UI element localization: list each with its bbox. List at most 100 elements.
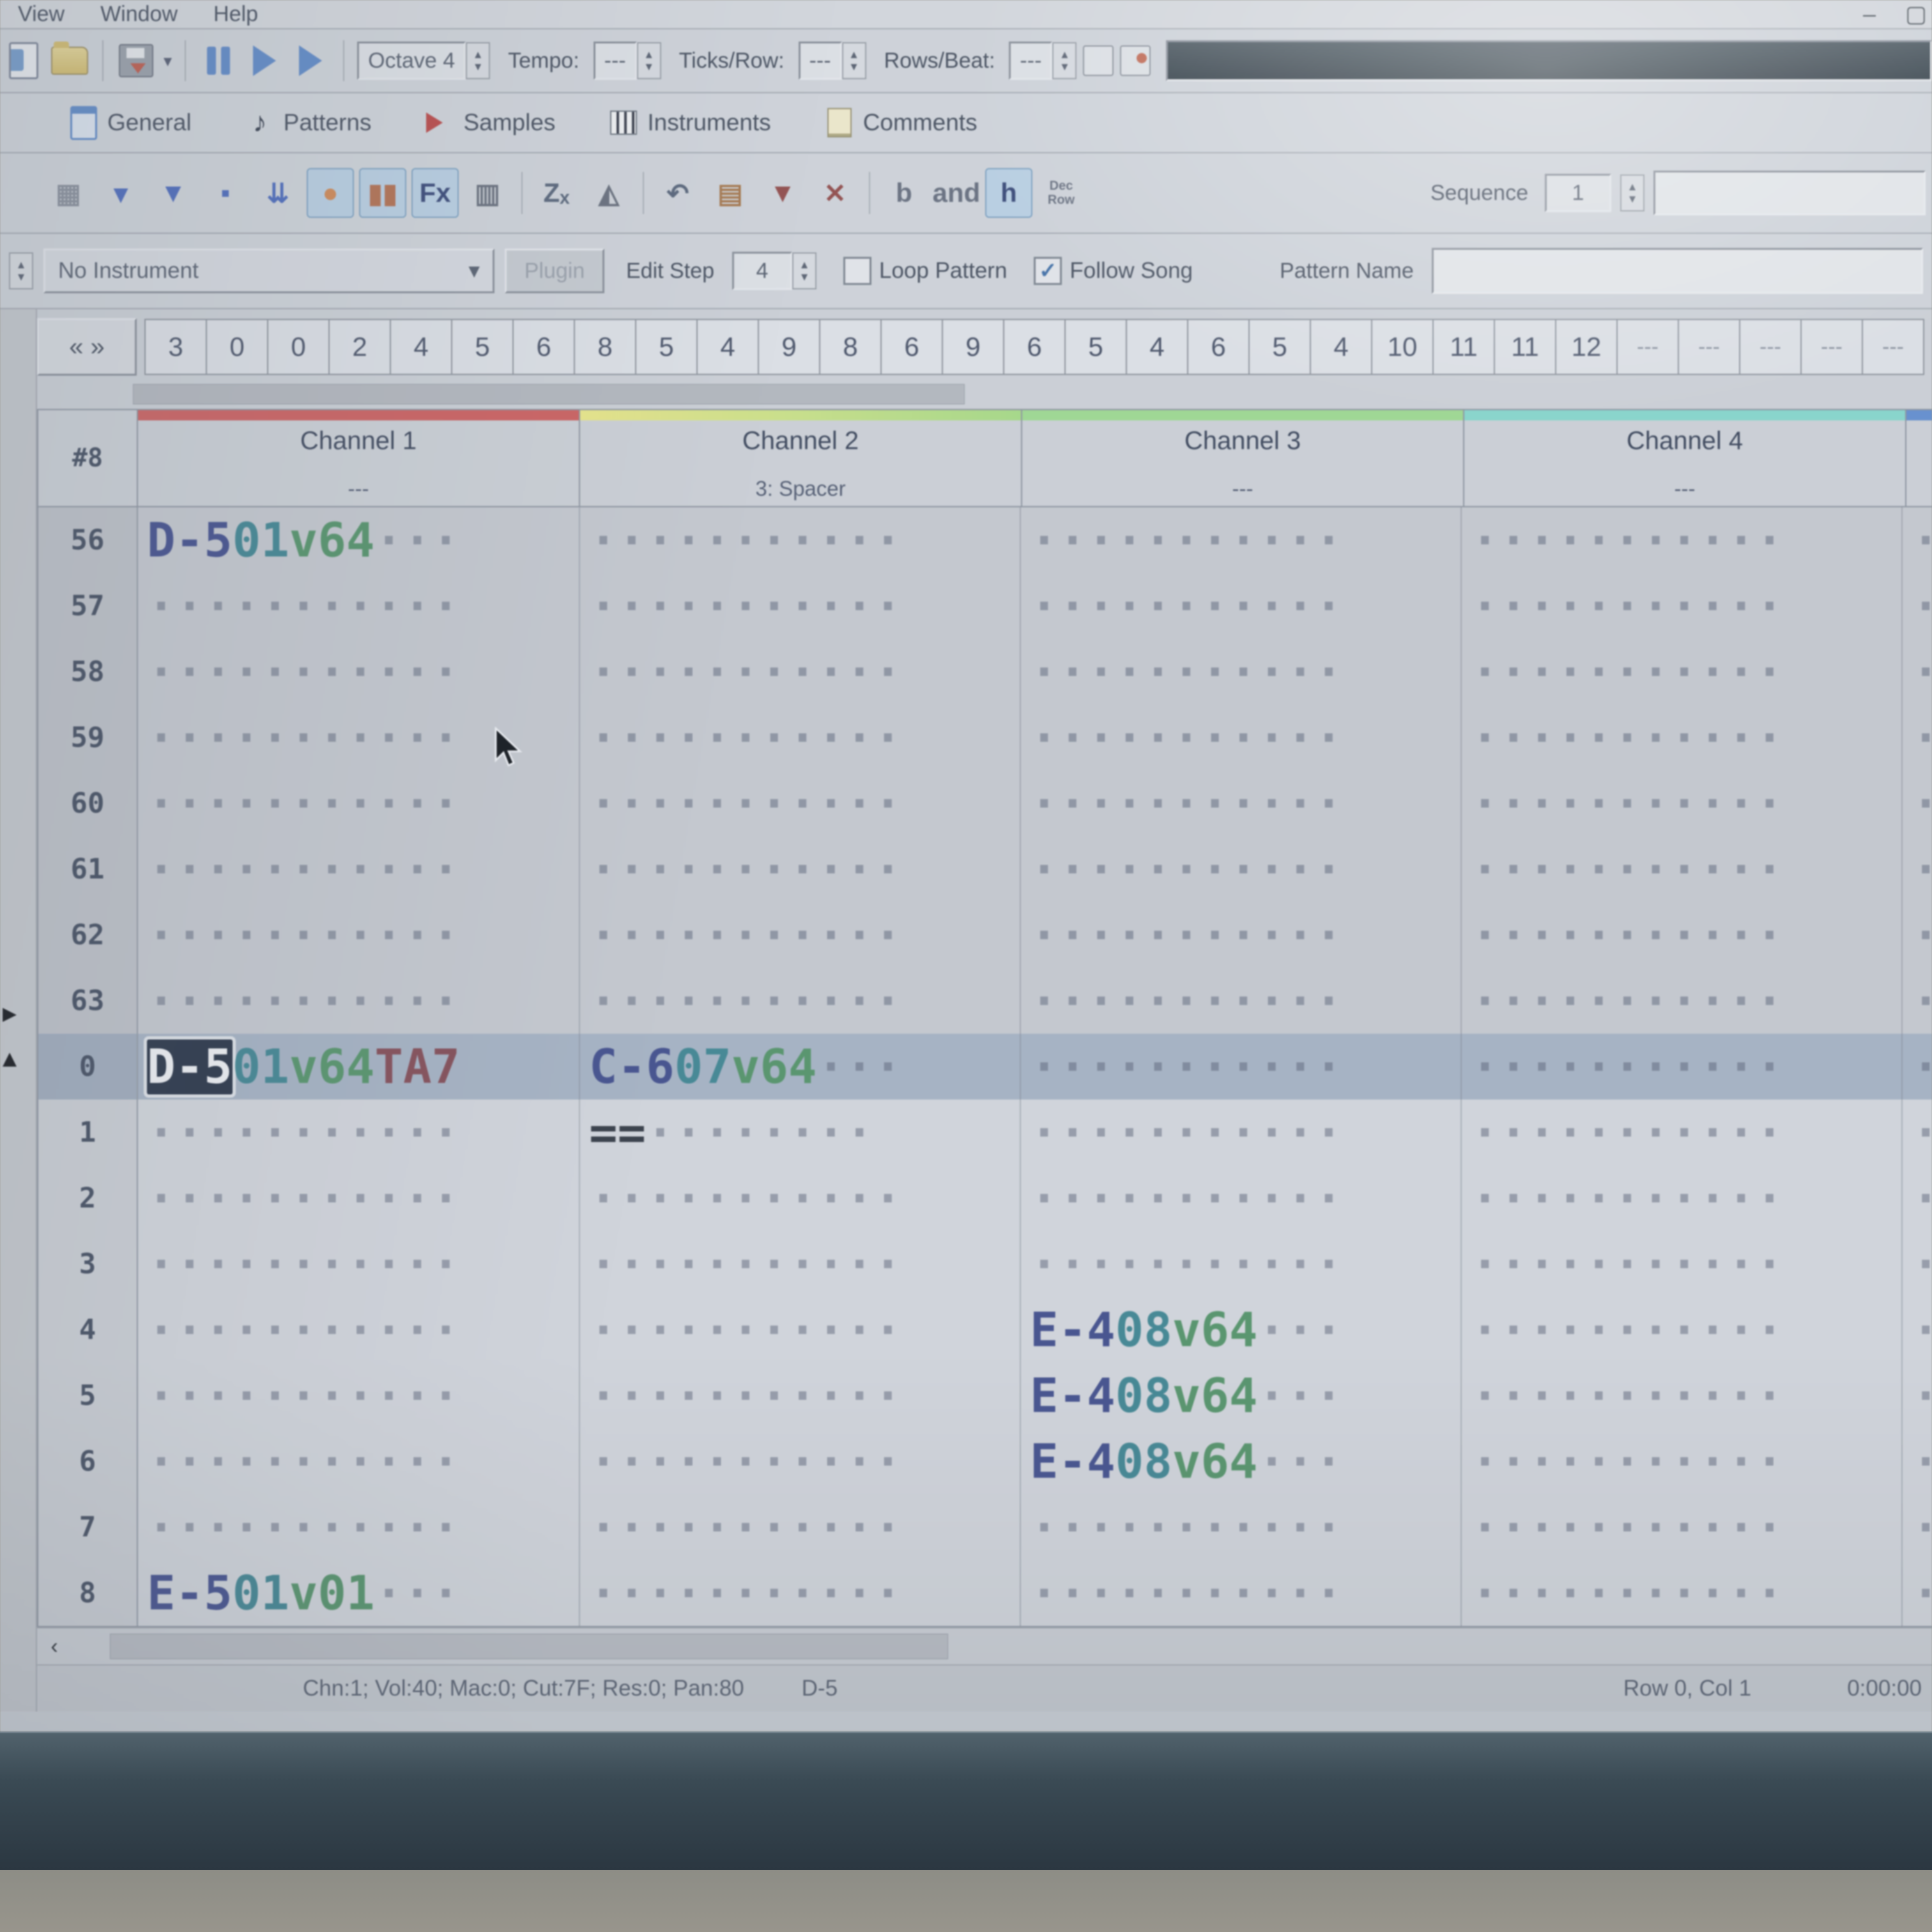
pattern-cell[interactable]: ··· ·· ··· ··· <box>147 1170 461 1226</box>
pattern-cell[interactable]: ··· ·· ··· ··· <box>1901 1560 1932 1626</box>
order-cell[interactable]: 4 <box>1127 319 1188 375</box>
order-cell[interactable]: 6 <box>514 319 575 375</box>
metronome-icon[interactable]: ◭ <box>598 178 620 208</box>
pattern-cell[interactable]: ··· ·· ··· ··· <box>1020 1560 1460 1626</box>
order-cell[interactable]: 5 <box>452 319 514 375</box>
pattern-cell[interactable]: ··· ·· ··· ··· <box>1020 1494 1460 1560</box>
channel-header[interactable] <box>1905 410 1932 506</box>
order-cell[interactable]: 11 <box>1434 319 1495 375</box>
tempo-value[interactable]: --- <box>593 42 637 80</box>
pattern-cell[interactable]: ··· ·· ··· ··· <box>1020 705 1460 770</box>
pattern-cell[interactable]: ··· ·· ··· ··· <box>1460 573 1901 639</box>
pattern-cell[interactable]: ··· ·· ··· ··· <box>147 1236 461 1292</box>
order-cell[interactable]: 11 <box>1495 319 1556 375</box>
order-cell[interactable]: 10 <box>1372 319 1434 375</box>
order-cell[interactable]: 5 <box>1066 319 1127 375</box>
shrink-pattern-icon[interactable]: ✕ <box>824 178 847 208</box>
tab-patterns[interactable]: ♪ Patterns <box>227 98 391 147</box>
order-nav-button[interactable]: « » <box>37 318 137 376</box>
spinner-arrows-icon[interactable]: ▲ ▼ <box>1620 174 1644 211</box>
vu-meter-icon[interactable]: ▮▮ <box>359 168 406 218</box>
pattern-cell[interactable]: ··· ·· ··· ··· <box>579 1429 1020 1494</box>
new-file-button[interactable] <box>4 41 43 80</box>
pattern-cell[interactable]: ··· ·· ··· ··· <box>1460 1297 1901 1363</box>
play-from-cursor-icon[interactable]: ▪ <box>220 178 231 208</box>
play-song-icon[interactable]: ⇊ <box>266 178 289 208</box>
pattern-cell[interactable]: ··· ·· ··· ··· <box>579 1560 1020 1626</box>
pattern-cell[interactable]: ··· ·· ··· ··· <box>147 1105 461 1160</box>
pattern-cell[interactable]: ··· ·· ··· ··· <box>147 841 461 897</box>
pattern-cell[interactable]: ··· ·· ··· ··· <box>1901 507 1932 573</box>
pattern-cell[interactable]: ··· ·· ··· ··· <box>579 770 1020 836</box>
overflow-paste-icon[interactable]: b <box>896 178 912 208</box>
order-cell[interactable]: 3 <box>144 319 207 375</box>
tab-general[interactable]: General <box>51 98 211 147</box>
spinner-arrows-icon[interactable]: ▲ ▼ <box>792 252 816 289</box>
pattern-cell[interactable]: ··· ·· ··· ··· <box>1020 639 1460 705</box>
pattern-cell[interactable]: ··· ·· ··· ··· <box>1460 1560 1901 1626</box>
scrollbar-thumb[interactable] <box>133 384 965 404</box>
pattern-cell[interactable]: ··· ·· ··· ··· <box>1901 1297 1932 1363</box>
pattern-cell[interactable]: ··· ·· ··· ··· <box>579 902 1020 968</box>
pattern-cell[interactable]: ··· ·· ··· ··· <box>147 644 461 700</box>
edit-step-spinner[interactable]: 4 ▲ ▼ <box>732 252 816 290</box>
pattern-cell[interactable]: ··· ·· ··· ··· <box>579 1494 1020 1560</box>
channel-header[interactable]: Channel 3 --- <box>1021 410 1463 506</box>
channel-header[interactable]: Channel 1 --- <box>138 410 579 506</box>
pattern-cell[interactable]: ··· ·· ··· ··· <box>1020 968 1460 1034</box>
pattern-cell[interactable]: ··· ·· ··· ··· <box>579 1165 1020 1231</box>
pattern-cell[interactable]: ··· ·· ··· ··· <box>1020 1100 1460 1165</box>
record-icon[interactable]: ● <box>307 168 354 218</box>
new-pattern-icon[interactable]: ▦ <box>56 178 81 208</box>
instrument-combobox[interactable]: No Instrument ▾ <box>43 249 494 293</box>
spinner-arrows-icon[interactable]: ▲ ▼ <box>466 42 491 79</box>
order-cell[interactable]: 5 <box>1250 319 1311 375</box>
pattern-cell[interactable]: ··· ·· ··· ··· <box>147 776 461 831</box>
order-cell[interactable]: 9 <box>759 319 820 375</box>
order-cell[interactable]: 8 <box>820 319 882 375</box>
order-cell[interactable]: 0 <box>207 319 268 375</box>
order-cell[interactable]: 4 <box>698 319 759 375</box>
pattern-cell[interactable]: ··· ·· ··· ··· <box>1460 1363 1901 1429</box>
plugin-names-icon[interactable]: Fx <box>411 168 459 218</box>
play-pattern-icon[interactable]: ▼ <box>160 178 187 208</box>
pattern-cell[interactable]: ··· ·· ··· ··· <box>579 1297 1020 1363</box>
order-cell[interactable]: 6 <box>882 319 943 375</box>
pattern-cell[interactable]: ··· ·· ··· ··· <box>1460 1034 1901 1100</box>
order-cell[interactable]: --- <box>1618 319 1679 375</box>
pattern-cell[interactable]: == ·· ··· ··· <box>579 1100 1020 1165</box>
menu-help[interactable]: Help <box>213 1 258 26</box>
expand-pattern-icon[interactable]: ▼ <box>769 178 796 208</box>
rows-per-beat-value[interactable]: --- <box>1009 42 1053 80</box>
edit-settings-icon[interactable] <box>1083 45 1114 76</box>
pattern-cell[interactable]: ··· ·· ··· ··· <box>1020 1231 1460 1297</box>
pattern-cell[interactable]: ··· ·· ··· ··· <box>147 907 461 963</box>
pattern-properties-icon[interactable]: ▤ <box>717 178 743 208</box>
order-cell[interactable]: 4 <box>1311 319 1372 375</box>
pattern-cell[interactable]: ··· ·· ··· ··· <box>147 1302 461 1358</box>
pattern-cell[interactable]: C-6 07 v64 ··· <box>579 1034 1020 1100</box>
loop-pattern-checkbox[interactable]: Loop Pattern <box>843 257 1007 285</box>
play-row-icon[interactable]: ▾ <box>114 178 128 208</box>
pattern-cell[interactable]: ··· ·· ··· ··· <box>147 578 461 634</box>
pattern-cell[interactable]: ··· ·· ··· ··· <box>1460 507 1901 573</box>
pattern-cell[interactable]: ··· ·· ··· ··· <box>1020 1165 1460 1231</box>
pattern-cell[interactable]: ··· ·· ··· ··· <box>1020 507 1460 573</box>
order-cell[interactable]: 0 <box>268 319 330 375</box>
pattern-cell[interactable]: ··· ·· ··· ··· <box>579 836 1020 902</box>
pattern-cell[interactable]: ··· ·· ··· ··· <box>579 573 1020 639</box>
play-button[interactable] <box>245 41 284 80</box>
pattern-cell[interactable]: ··· ·· ··· ··· <box>1460 705 1901 770</box>
scrollbar-thumb[interactable] <box>110 1634 948 1659</box>
save-dropdown-arrow[interactable]: ▾ <box>164 50 172 70</box>
order-cell[interactable]: 2 <box>330 319 391 375</box>
hex-rows-icon[interactable]: h <box>985 168 1032 218</box>
note-fade-icon[interactable]: and <box>932 178 981 208</box>
open-file-button[interactable] <box>50 41 89 80</box>
pattern-cell[interactable]: ··· ·· ··· ··· <box>1901 573 1932 639</box>
order-scrollbar[interactable] <box>37 379 1932 409</box>
pattern-cell[interactable]: ··· ·· ··· ··· <box>147 1368 461 1423</box>
splitter-collapse-icon[interactable]: ▴ <box>3 1042 17 1073</box>
order-cell[interactable]: --- <box>1740 319 1802 375</box>
zoom-icon[interactable]: Zₓ <box>543 178 570 208</box>
